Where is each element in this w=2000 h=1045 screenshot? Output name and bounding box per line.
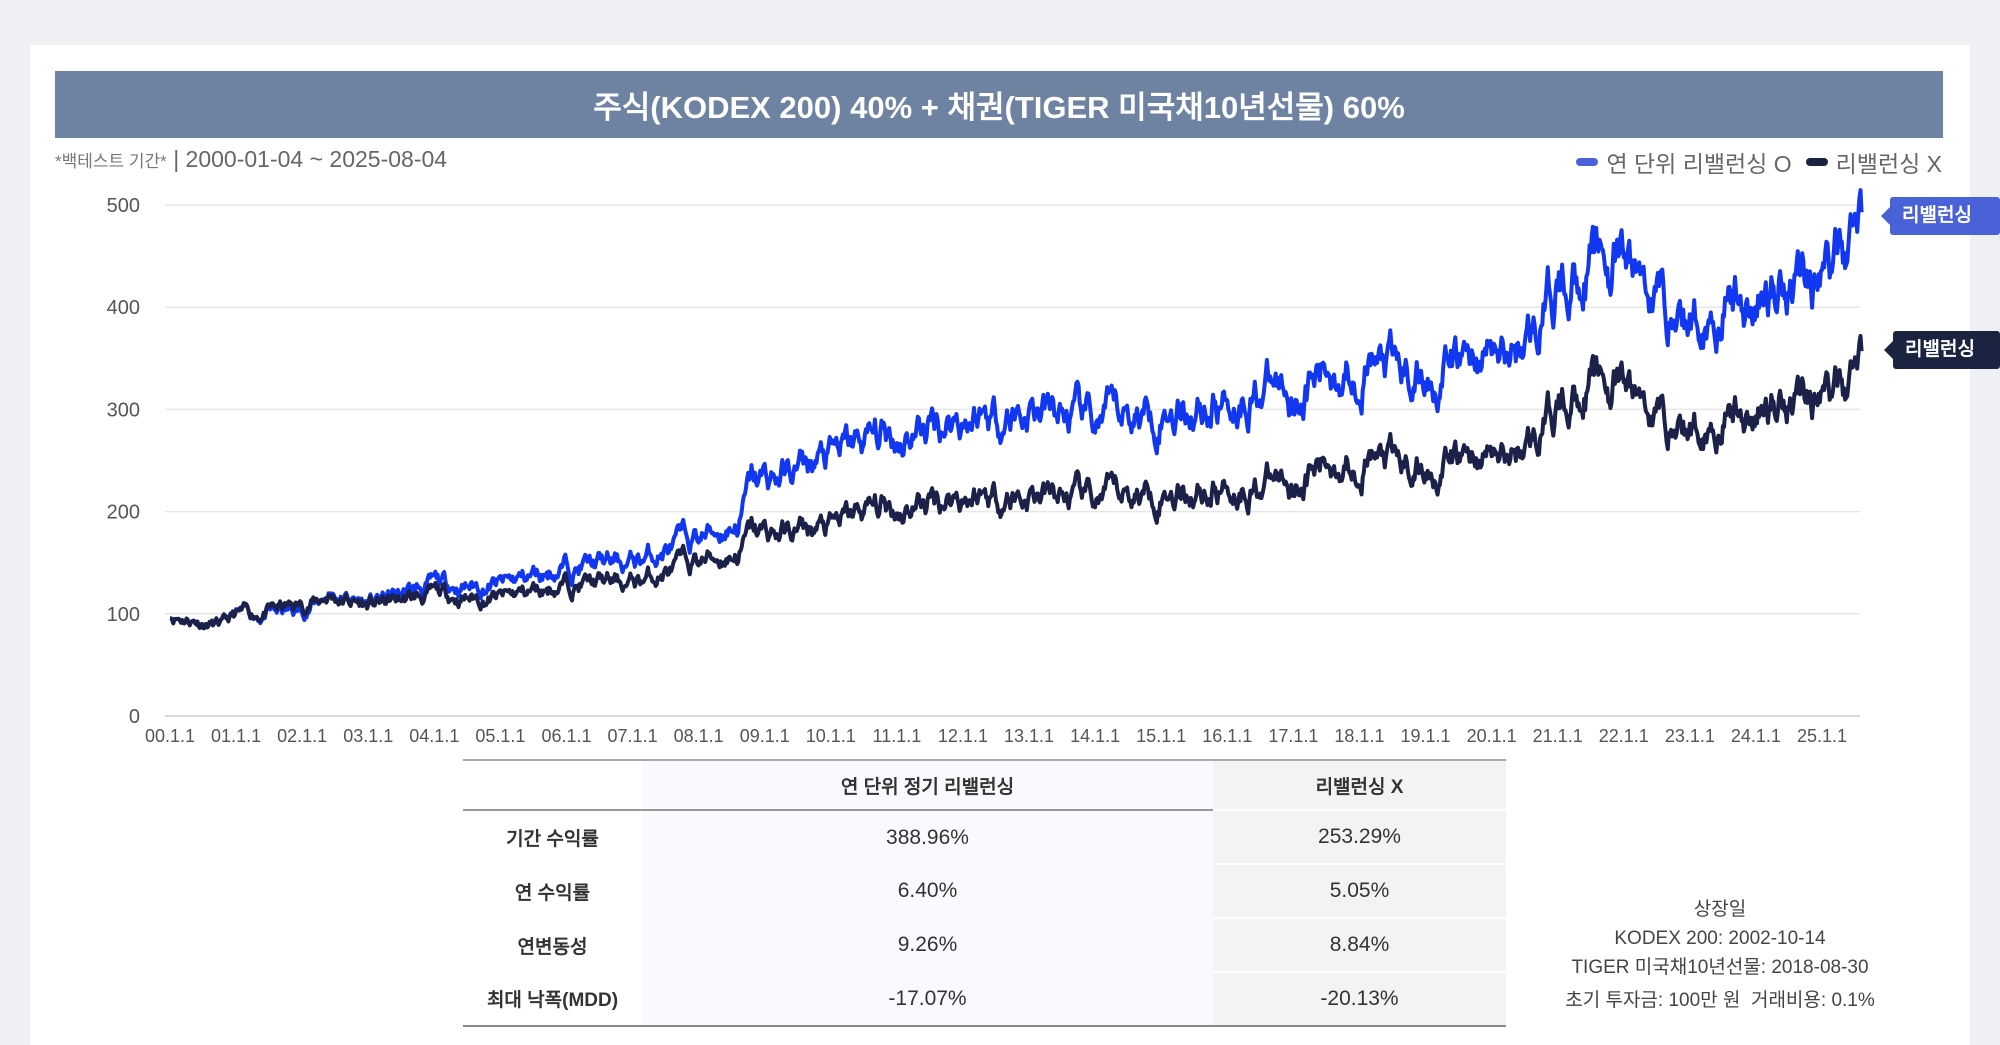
x-tick-label: 21.1.1 xyxy=(1533,726,1583,746)
x-tick-label: 22.1.1 xyxy=(1599,726,1649,746)
legend: 연 단위 리밸런싱 O 리밸런싱 X xyxy=(1576,145,1942,179)
y-tick-label: 200 xyxy=(107,502,140,524)
x-tick-label: 02.1.1 xyxy=(277,726,327,746)
x-tick-label: 14.1.1 xyxy=(1070,726,1120,746)
table-row: 기간 수익률 388.96% 253.29% xyxy=(463,810,1506,865)
row-label: 최대 낙폭(MDD) xyxy=(463,972,642,1027)
kodex-listing: KODEX 200: 2002-10-14 xyxy=(1614,928,1826,949)
x-tick-label: 23.1.1 xyxy=(1665,726,1715,746)
x-tick-label: 08.1.1 xyxy=(674,726,724,746)
x-tick-label: 00.1.1 xyxy=(145,726,195,746)
row-label: 연 수익률 xyxy=(514,882,591,904)
end-tag-rebalance-o: 리밸런싱 O xyxy=(1881,197,2000,264)
table-row: 연변동성 9.26% 8.84% xyxy=(463,918,1506,973)
x-tick-label: 09.1.1 xyxy=(740,726,790,746)
listing-title: 상장일 xyxy=(1693,899,1747,920)
x-tick-label: 11.1.1 xyxy=(873,726,922,746)
x-tick-label: 18.1.1 xyxy=(1334,726,1384,746)
table-row: 최대 낙폭(MDD) -17.07% -20.13% xyxy=(463,972,1506,1027)
notes: 상장일 KODEX 200: 2002-10-14 TIGER 미국채10년선물… xyxy=(1540,895,1900,1015)
series-line-rebalance-o xyxy=(169,188,1864,631)
x-tick-label: 17.1.1 xyxy=(1268,726,1318,746)
x-tick-label: 04.1.1 xyxy=(409,726,459,746)
header-blank xyxy=(463,759,642,811)
x-tick-label: 12.1.1 xyxy=(938,726,988,746)
row-label: 기간 수익률 xyxy=(506,829,599,850)
y-tick-label: 500 xyxy=(107,195,140,217)
value-rebalance-x: -20.13% xyxy=(1213,972,1506,1027)
x-tick-label: 25.1.1 xyxy=(1797,726,1847,746)
y-tick-label: 100 xyxy=(107,604,140,626)
y-tick-label: 0 xyxy=(129,706,140,728)
row-label: 연변동성 xyxy=(517,936,588,958)
backtest-period: *백테스트 기간* | 2000-01-04 ~ 2025-08-04 xyxy=(55,146,447,173)
end-tag-rebalance-x: 리밸런싱 X xyxy=(1884,331,2000,398)
legend-swatch-x xyxy=(1805,158,1828,166)
x-tick-label: 06.1.1 xyxy=(541,726,591,746)
value-rebalance-o: 388.96% xyxy=(642,810,1214,864)
legend-swatch-o xyxy=(1576,158,1599,166)
value-rebalance-x: 5.05% xyxy=(1213,864,1506,919)
x-tick-label: 20.1.1 xyxy=(1467,726,1517,746)
value-rebalance-o: 6.40% xyxy=(642,864,1214,918)
params: 초기 투자금: 100만 원 거래비용: 0.1% xyxy=(1565,990,1875,1011)
x-tick-label: 16.1.1 xyxy=(1202,726,1252,746)
value-rebalance-x: 253.29% xyxy=(1213,810,1506,865)
table-row: 연 수익률 6.40% 5.05% xyxy=(463,864,1506,919)
y-tick-label: 400 xyxy=(107,297,140,319)
header-rebalance-o: 연 단위 정기 리밸런싱 xyxy=(642,759,1214,811)
tiger-listing: TIGER 미국채10년선물: 2018-08-30 xyxy=(1571,957,1869,978)
y-tick-label: 300 xyxy=(107,399,140,421)
x-tick-label: 07.1.1 xyxy=(608,726,658,746)
header-rebalance-x: 리밸런싱 X xyxy=(1213,759,1506,811)
legend-label-o[interactable]: 연 단위 리밸런싱 O xyxy=(1606,151,1792,177)
series-line-rebalance-x xyxy=(169,334,1864,631)
value-rebalance-o: 9.26% xyxy=(642,918,1214,972)
stats-table: 연 단위 정기 리밸런싱 리밸런싱 X 기간 수익률 388.96% 253.29%… xyxy=(463,759,1506,1027)
x-tick-label: 10.1.1 xyxy=(806,726,856,746)
x-tick-label: 03.1.1 xyxy=(343,726,393,746)
x-tick-label: 01.1.1 xyxy=(211,726,261,746)
x-tick-label: 13.1.1 xyxy=(1004,726,1054,746)
legend-label-x[interactable]: 리밸런싱 X xyxy=(1835,151,1942,177)
value-rebalance-o: -17.07% xyxy=(642,972,1214,1027)
period-label: *백테스트 기간* xyxy=(55,152,167,171)
line-chart: 0 100 200 300 400 500 00.1.1 01.1.1 02.1.1 03.1.1… xyxy=(107,188,1864,746)
period-value: | 2000-01-04 ~ 2025-08-04 xyxy=(173,146,448,172)
x-tick-label: 05.1.1 xyxy=(475,726,525,746)
chart-title: 주식(KODEX 200) 40% + 채권(TIGER 미국채10년선물) 6… xyxy=(55,71,1943,138)
x-tick-label: 15.1.1 xyxy=(1136,726,1186,746)
x-tick-label: 19.1.1 xyxy=(1400,726,1450,746)
x-tick-label: 24.1.1 xyxy=(1731,726,1781,746)
value-rebalance-x: 8.84% xyxy=(1213,918,1506,973)
